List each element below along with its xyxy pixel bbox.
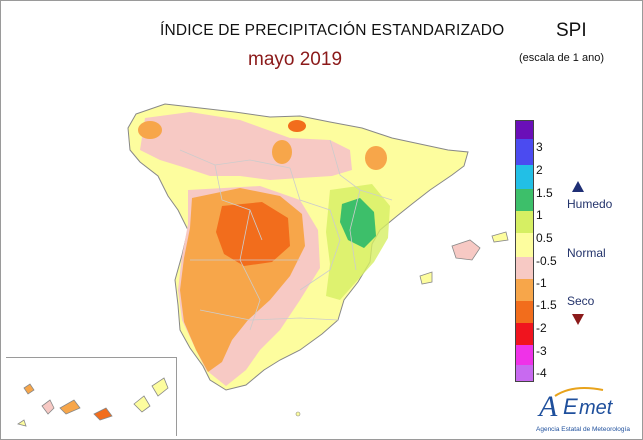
legend-tick: 3 xyxy=(536,140,543,154)
dry-label: Seco xyxy=(567,294,595,308)
pink-north-band xyxy=(140,112,352,180)
svg-text:A: A xyxy=(537,390,558,423)
normal-label: Normal xyxy=(567,246,606,260)
legend-tick: -1.5 xyxy=(536,298,557,312)
navarra-spot xyxy=(365,146,387,170)
legend-segment xyxy=(516,165,533,189)
green-east-core xyxy=(340,198,376,248)
legend-tick: 0.5 xyxy=(536,231,553,245)
legend-tick: -0.5 xyxy=(536,254,557,268)
legend-tick: -3 xyxy=(536,344,547,358)
legend-tick: -2 xyxy=(536,321,547,335)
legend-segment xyxy=(516,345,533,365)
legend-tick: 1 xyxy=(536,208,543,222)
legend-tick: 2 xyxy=(536,163,543,177)
humid-label: Humedo xyxy=(567,197,613,211)
galicia-spot xyxy=(138,121,162,139)
canary-inset-frame xyxy=(6,357,177,436)
map-title: ÍNDICE DE PRECIPITACIÓN ESTANDARIZADO xyxy=(160,22,505,39)
dark-orange-core xyxy=(216,202,290,266)
index-name: SPI xyxy=(556,20,587,41)
cantabria-spot xyxy=(288,120,306,132)
mallorca xyxy=(451,239,481,261)
svg-text:E: E xyxy=(563,394,578,419)
leon-spot xyxy=(272,140,292,164)
dry-arrow-icon xyxy=(572,314,584,325)
legend-segment xyxy=(516,121,533,139)
aemet-agency-name: Agencia Estatal de Meteorología xyxy=(536,426,630,433)
legend-segment xyxy=(516,233,533,257)
scale-note: (escala de 1 ano) xyxy=(519,52,604,64)
legend-segment xyxy=(516,365,533,381)
legend-colorbar xyxy=(515,120,534,382)
legend-segment xyxy=(516,301,533,323)
map-subtitle: mayo 2019 xyxy=(248,49,343,70)
legend-segment xyxy=(516,279,533,301)
aemet-logo: A E met xyxy=(537,387,614,423)
humid-arrow-icon xyxy=(572,181,584,192)
svg-text:met: met xyxy=(579,397,614,419)
canary-islands xyxy=(17,377,169,427)
ibiza xyxy=(419,271,433,285)
legend-segment xyxy=(516,323,533,345)
legend-segment xyxy=(516,257,533,279)
legend-tick: -1 xyxy=(536,276,547,290)
legend-segment xyxy=(516,189,533,211)
legend-segment xyxy=(516,211,533,233)
legend-segment xyxy=(516,139,533,165)
ceuta xyxy=(295,411,301,417)
menorca xyxy=(491,231,509,243)
province-borders xyxy=(179,139,393,331)
legend-tick: 1.5 xyxy=(536,186,553,200)
legend-tick: -4 xyxy=(536,366,547,380)
